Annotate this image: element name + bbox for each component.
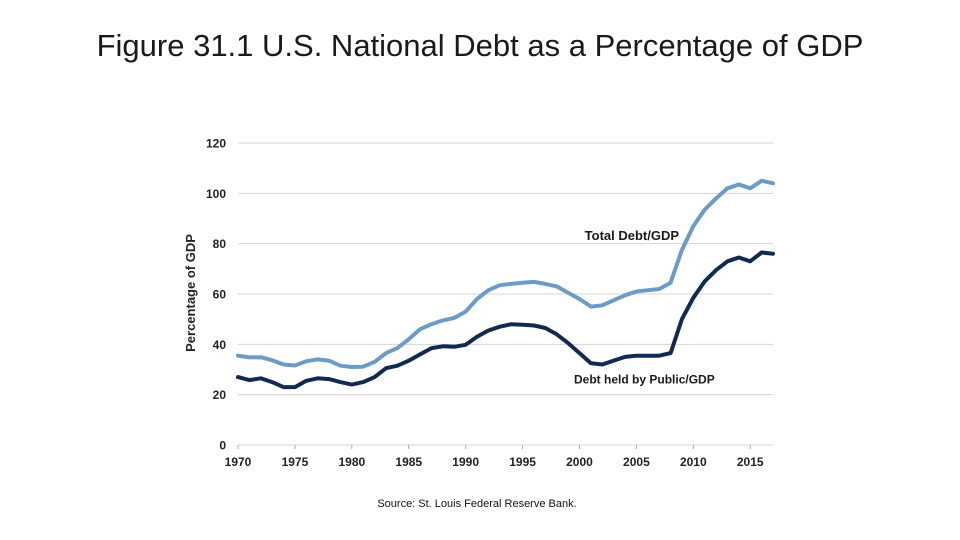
y-axis-label: Percentage of GDP — [183, 234, 198, 352]
y-tick-label: 40 — [213, 338, 227, 352]
x-tick-label: 1995 — [509, 455, 536, 469]
series-labels: Total Debt/GDP Debt held by Public/GDP — [574, 228, 715, 386]
x-tick-label: 2005 — [623, 455, 650, 469]
y-tick-label: 100 — [206, 187, 226, 201]
total-debt-line — [236, 178, 775, 369]
x-tick-label: 1985 — [395, 455, 422, 469]
y-tick-label: 20 — [213, 388, 227, 402]
total-debt-label: Total Debt/GDP — [585, 228, 680, 243]
slide-title: Figure 31.1 U.S. National Debt as a Perc… — [96, 28, 864, 63]
public-debt-label: Debt held by Public/GDP — [574, 372, 715, 386]
x-tick-label: 1980 — [338, 455, 365, 469]
source-note: Source: St. Louis Federal Reserve Bank. — [377, 498, 577, 510]
debt-line-chart: 0 20 40 60 80 100 120 1970 1975 1980 1985 1990 1995 2… — [183, 137, 775, 470]
public-debt-line — [236, 250, 775, 390]
x-tick-label: 1990 — [452, 455, 479, 469]
y-tick-label: 0 — [219, 439, 226, 453]
x-tick-label: 2010 — [680, 455, 707, 469]
x-tick-label: 2015 — [737, 455, 764, 469]
y-tick-label: 120 — [206, 137, 226, 151]
y-tick-label: 80 — [213, 237, 227, 251]
x-tick-label: 1975 — [282, 455, 309, 469]
y-tick-label: 60 — [213, 288, 227, 302]
x-tick-label: 2000 — [566, 455, 593, 469]
grid-lines — [238, 142, 773, 446]
x-tick-label: 1970 — [225, 455, 252, 469]
series-lines — [236, 178, 775, 390]
axes: 0 20 40 60 80 100 120 1970 1975 1980 1985 1990 1995 2… — [206, 137, 764, 470]
